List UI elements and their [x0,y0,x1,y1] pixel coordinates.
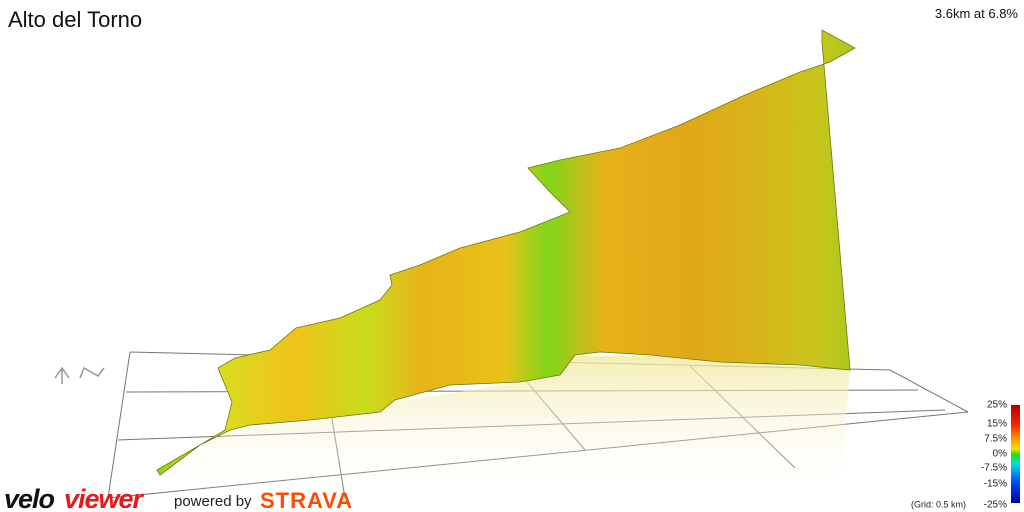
elevation-profile [156,29,856,476]
powered-by: powered by [174,493,252,510]
legend-label: 15% [987,419,1007,430]
legend-label: 0% [993,449,1008,460]
strava-logo: STRAVA [260,488,353,512]
legend-label: -25% [984,500,1007,511]
gradient-colorbar [1011,405,1020,503]
profile-reflection [160,356,850,500]
legend-label: -7.5% [981,463,1007,474]
title: Alto del Torno [8,7,142,32]
legend: 25% 15% 7.5% 0% -7.5% -15% -25% [981,400,1007,511]
footer-brand: velo viewer powered by STRAVA [4,484,353,512]
grid-note: (Grid: 0.5 km) [911,499,966,509]
brand-velo: velo [4,484,55,512]
legend-label: -15% [984,479,1007,490]
legend-label: 25% [987,400,1007,411]
brand-viewer: viewer [64,484,145,512]
summary: 3.6km at 6.8% [935,6,1019,21]
legend-label: 7.5% [984,434,1007,445]
compass [54,366,105,384]
